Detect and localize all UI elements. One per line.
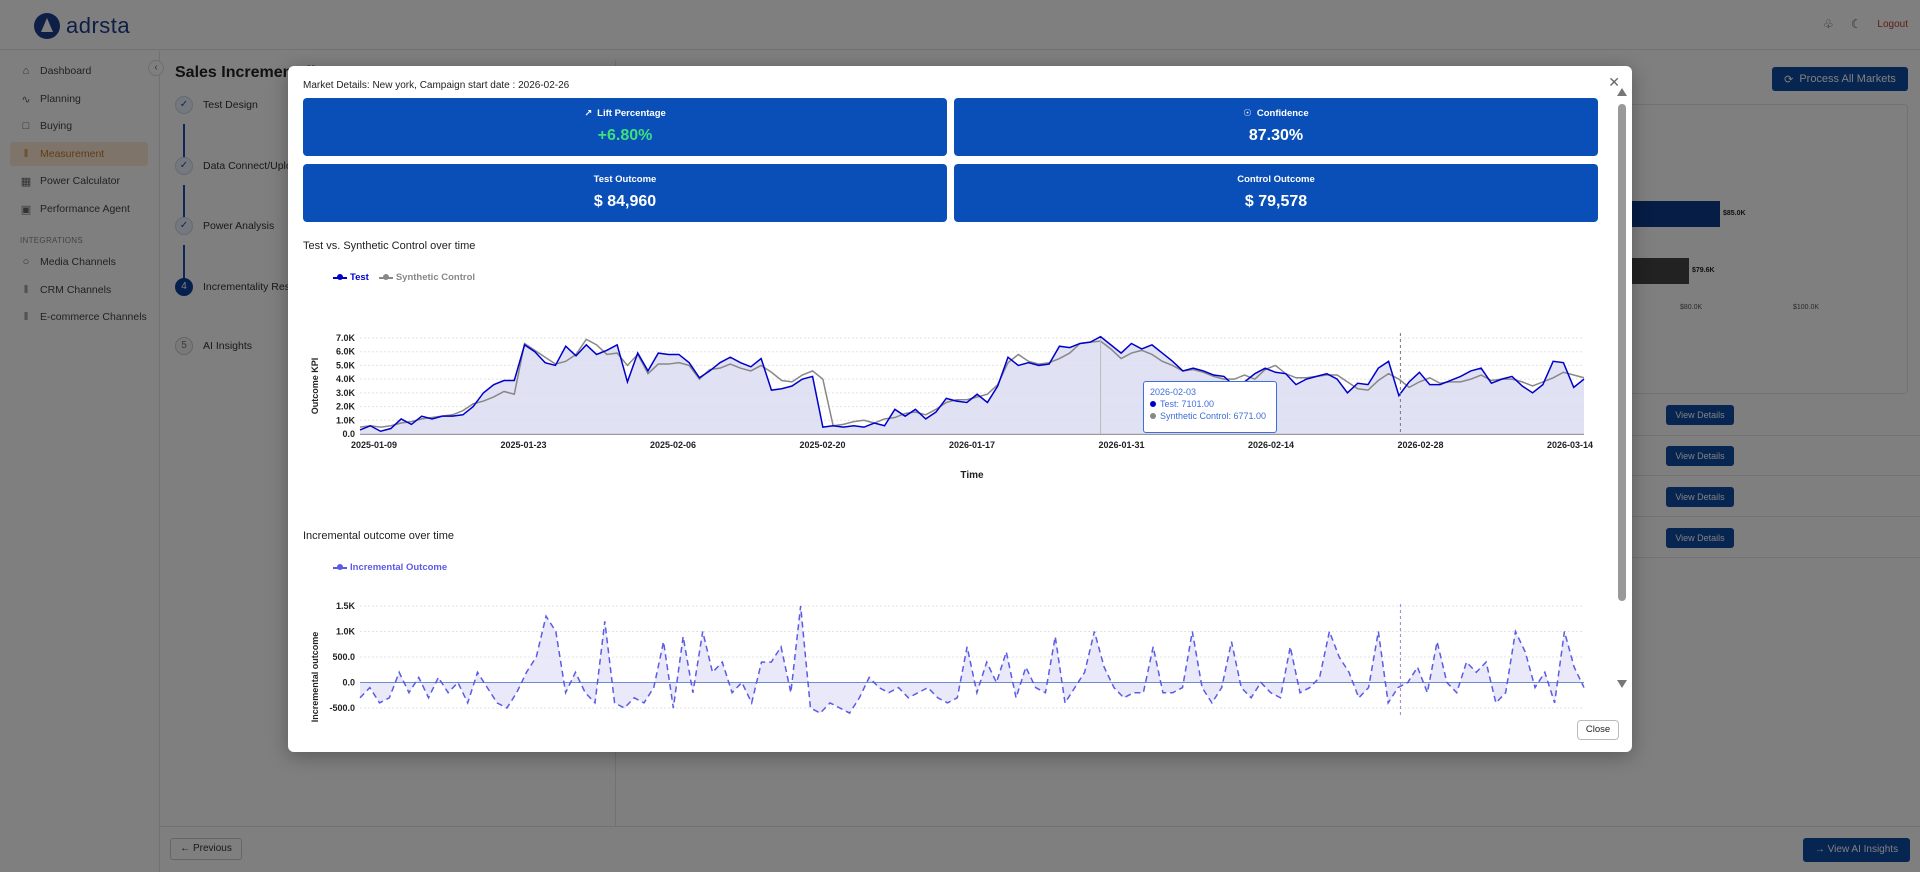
tooltip-control: Synthetic Control: 6771.00 [1160,411,1267,421]
stat-label-text: Lift Percentage [597,108,666,119]
control-outcome-card: Control Outcome $ 79,578 [954,164,1598,222]
x-axis-label: Time [960,470,984,481]
trend-up-icon: ↗ [584,108,593,119]
y-tick-label: 0.0 [342,429,355,439]
chart1-legend: Test Synthetic Control [333,272,475,283]
test-area [360,336,1584,434]
legend-label: Synthetic Control [395,272,476,283]
legend-swatch [333,563,347,570]
y-tick-label: 1.0K [336,627,356,637]
legend-item-incremental[interactable]: Incremental Outcome [333,562,447,573]
x-tick-label: 2026-01-17 [949,440,995,450]
x-tick-label: 2026-02-28 [1397,440,1443,450]
close-icon[interactable]: ✕ [1608,74,1620,90]
y-tick-label: 1.5K [336,601,356,611]
lift-percentage-card: ↗ Lift Percentage +6.80% [303,98,947,156]
shield-icon: ☉ [1243,108,1252,119]
y-tick-label: 7.0K [336,333,356,343]
test-outcome-value: $ 84,960 [593,193,657,210]
y-tick-label: 2.0K [336,402,356,412]
y-axis-label: Incremental outcome [310,632,320,723]
stat-label: ☉ Confidence [954,108,1598,119]
y-axis-label: Outcome KPI [310,358,320,415]
y-tick-label: 6.0K [336,347,356,357]
legend-item-control[interactable]: Synthetic Control [378,272,476,283]
chart2-legend: Incremental Outcome [333,562,447,573]
modal-scroll-area[interactable]: ↗ Lift Percentage +6.80% ☉ Confidence 87.3… [288,96,1608,742]
x-tick-label: 2026-02-14 [1248,440,1294,450]
y-tick-label: 500.0 [332,652,355,662]
test-vs-control-chart[interactable]: 0.0 1.0K 2.0K 3.0K 4.0K 5.0K 6.0K 7.0K 2025-01-0… [288,96,1608,576]
confidence-value: 87.30% [1248,127,1304,144]
scroll-down-icon[interactable] [1617,680,1627,688]
tooltip-test: Test: 7101.00 [1160,399,1215,409]
chart2-title: Incremental outcome over time [303,530,455,542]
control-outcome-value: $ 79,578 [1244,193,1308,210]
modal-title: Market Details: New york, Campaign start… [303,80,570,91]
chart1-title: Test vs. Synthetic Control over time [303,240,476,252]
market-details-modal: ✕ Market Details: New york, Campaign sta… [288,66,1632,752]
test-series-line [359,335,1585,433]
legend-label: Test [350,272,369,283]
tooltip-row: Test: 7101.00 [1150,399,1270,409]
y-tick-label: 5.0K [336,360,356,370]
stat-label: ↗ Lift Percentage [303,108,947,119]
tooltip-row: Synthetic Control: 6771.00 [1150,411,1270,421]
y-tick-label: 0.0 [342,678,355,688]
legend-label: Incremental Outcome [350,562,448,573]
x-tick-label: 2026-01-31 [1098,440,1144,450]
modal-scrollbar[interactable] [1616,88,1628,688]
x-tick-label: 2025-01-09 [351,440,397,450]
confidence-card: ☉ Confidence 87.30% [954,98,1598,156]
chart-tooltip: 2026-02-03 Test: 7101.00 Synthetic Contr… [1143,381,1277,433]
incremental-outcome-chart[interactable]: -500.0 0.0 500.0 1.0K 1.5K Incremental outcom… [288,96,1608,742]
x-tick-label: 2025-02-20 [799,440,845,450]
scroll-up-icon[interactable] [1617,88,1627,96]
stat-label-text: Confidence [1256,108,1309,119]
y-tick-label: 3.0K [336,388,356,398]
stat-label: Test Outcome [593,174,657,185]
x-tick-label: 2025-02-06 [650,440,696,450]
incremental-series-line [359,605,1585,715]
test-outcome-card: Test Outcome $ 84,960 [303,164,947,222]
legend-item-test[interactable]: Test [333,272,369,283]
legend-swatch [378,273,393,280]
lift-value: +6.80% [597,127,653,144]
close-button[interactable]: Close [1577,720,1619,740]
y-tick-label: -500.0 [329,703,355,713]
y-tick-label: 1.0K [336,415,356,425]
y-tick-label: 4.0K [336,374,356,384]
tooltip-dot [1150,413,1156,419]
x-tick-label: 2026-03-14 [1547,440,1593,450]
stat-label: Control Outcome [1237,174,1315,185]
legend-swatch [333,273,347,280]
tooltip-dot [1150,401,1156,407]
scrollbar-thumb[interactable] [1618,104,1626,601]
tooltip-date: 2026-02-03 [1150,387,1197,397]
x-tick-label: 2025-01-23 [500,440,546,450]
incremental-area [360,606,1584,714]
